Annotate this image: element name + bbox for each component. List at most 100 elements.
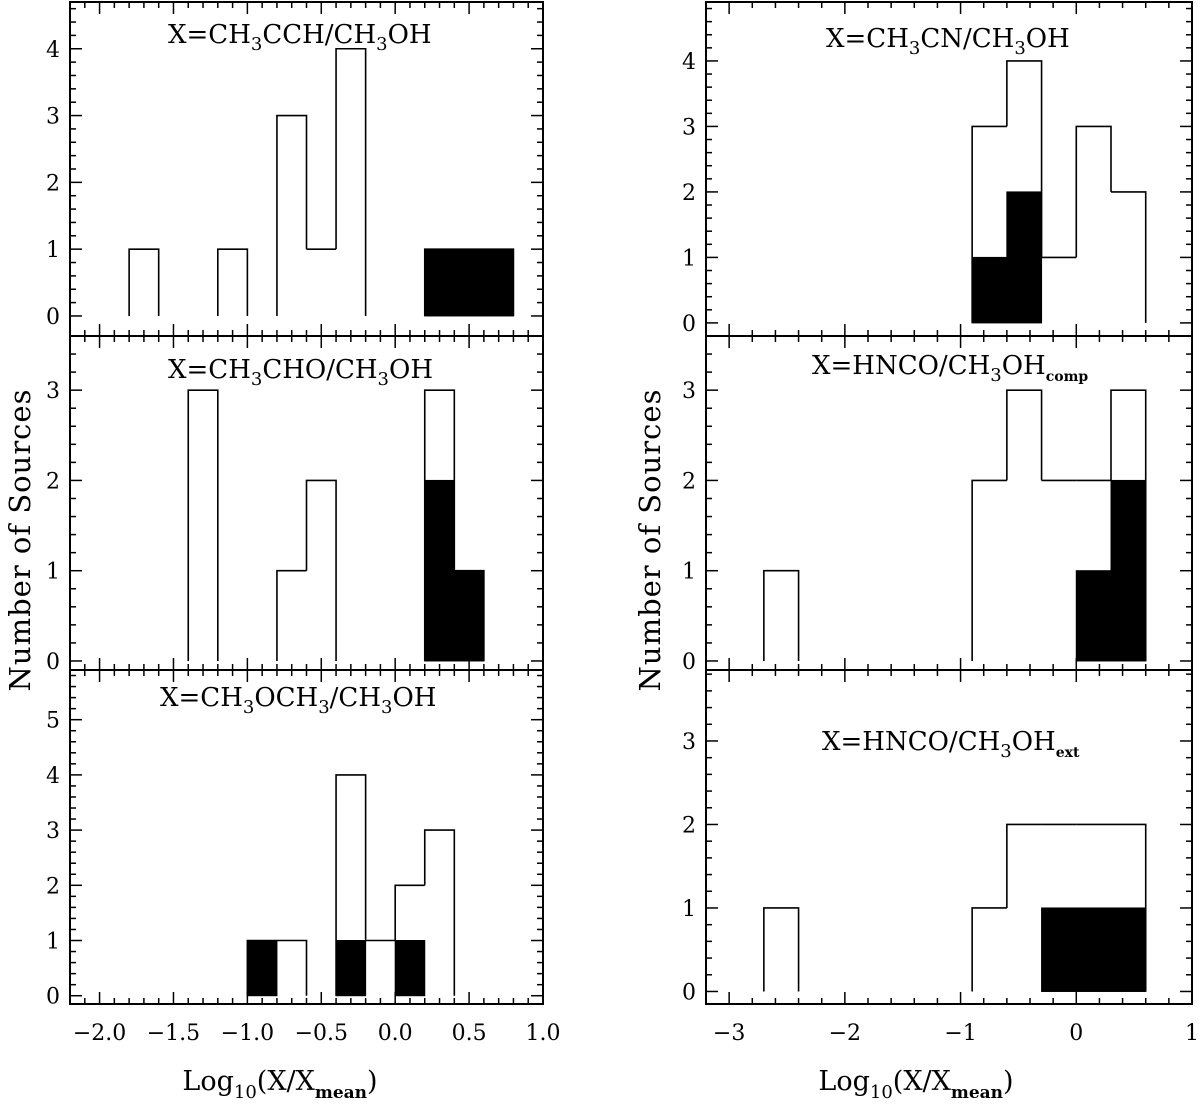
filled-bar <box>246 940 278 997</box>
panel-title: X=CH3CN/CH3OH <box>826 24 1070 59</box>
open-bar <box>246 939 277 996</box>
panel-title: X=CH3CCH/CH3OH <box>168 20 432 55</box>
y-tick-label: 3 <box>682 730 696 755</box>
open-bar <box>276 939 308 996</box>
open-bar <box>483 248 515 316</box>
filled-bar <box>483 248 514 317</box>
filled-bar <box>1075 570 1112 662</box>
x-tick-label: 1 <box>1185 1021 1199 1046</box>
plot-frame <box>705 669 1193 1005</box>
open-bar <box>763 569 800 661</box>
open-bar <box>335 774 367 996</box>
y-tick-label: 1 <box>682 246 696 271</box>
histogram-panel-l3: 0 1 2 3 4 5 −2.0 −1.5 −1.0 −0.5 0.0 0.5 1.0 X=CH3OCH3… <box>46 669 561 1046</box>
filled-bar <box>453 248 485 317</box>
y-tick-label: 2 <box>46 874 60 899</box>
open-bar <box>1110 389 1147 661</box>
y-tick-label: 1 <box>682 897 696 922</box>
right-column: 0 1 2 3 4 X=CH3CN/CH3OH 0 1 2 3 X=HNCO/CH3OHcomp 0 1… <box>682 1 1199 1046</box>
x-tick-label: 0 <box>1069 1021 1083 1046</box>
x-tick-label: 0.5 <box>452 1021 487 1046</box>
histogram-panel-r2: 0 1 2 3 X=HNCO/CH3OHcomp <box>682 335 1193 675</box>
y-tick-label: 2 <box>46 171 60 196</box>
filled-bar <box>1110 907 1147 992</box>
y-axis-label: Number of Sources <box>633 389 667 692</box>
y-tick-label: 4 <box>46 38 60 63</box>
y-tick-label: 1 <box>46 930 60 955</box>
x-tick-label: −3 <box>713 1021 745 1046</box>
filled-bar <box>971 256 1008 324</box>
x-tick-label: −2.0 <box>73 1021 126 1046</box>
y-tick-label: 0 <box>682 980 696 1005</box>
filled-bar <box>1075 907 1112 992</box>
y-tick-label: 2 <box>682 181 696 206</box>
y-tick-label: 3 <box>682 379 696 404</box>
open-bar <box>276 114 308 316</box>
open-bar <box>305 479 337 661</box>
filled-bar <box>1041 907 1077 992</box>
open-bar <box>423 829 456 996</box>
panel-title: X=HNCO/CH3OHcomp <box>812 351 1088 386</box>
x-axis-label: Log10(X/Xmean) <box>818 1066 1013 1103</box>
filled-bar <box>394 940 426 997</box>
histogram-panel-r3: 0 1 2 3 −3 −2 −1 0 1 X=HNCO/CH3OHext <box>682 669 1199 1046</box>
filled-bar <box>424 479 455 662</box>
open-bar <box>454 569 485 661</box>
open-bar <box>1006 389 1043 481</box>
open-bar <box>276 569 307 661</box>
y-tick-label: 3 <box>46 105 60 130</box>
panel-title: X=CH3OCH3/CH3OH <box>160 683 436 718</box>
y-tick-label: 1 <box>682 560 696 585</box>
open-bar <box>128 248 160 316</box>
y-tick-label: 1 <box>46 238 60 263</box>
histogram-panel-r1: 0 1 2 3 4 X=CH3CN/CH3OH <box>682 1 1193 337</box>
filled-bar <box>424 248 455 317</box>
open-bar <box>763 907 800 992</box>
filled-bar <box>1006 191 1043 324</box>
filled-bar <box>1110 479 1147 662</box>
y-tick-label: 5 <box>46 709 60 734</box>
y-axis-label: Number of Sources <box>3 389 37 692</box>
open-bar <box>217 248 249 316</box>
y-tick-label: 4 <box>46 764 60 789</box>
y-tick-label: 2 <box>46 469 60 494</box>
x-tick-label: 0.0 <box>378 1021 413 1046</box>
x-tick-label: −1.5 <box>147 1021 200 1046</box>
open-bar <box>335 47 367 316</box>
y-tick-label: 3 <box>682 115 696 140</box>
x-tick-label: −1.0 <box>221 1021 274 1046</box>
open-bar <box>971 479 1007 661</box>
x-tick-label: −2 <box>829 1021 861 1046</box>
x-tick-label: −1 <box>944 1021 976 1046</box>
open-bar <box>971 907 1007 992</box>
panel-title: X=CH3CHO/CH3OH <box>168 355 433 390</box>
y-tick-label: 3 <box>46 379 60 404</box>
open-bar <box>394 884 425 941</box>
open-bar <box>1006 823 1042 908</box>
open-bar <box>423 248 455 316</box>
left-column: 0 1 2 3 4 X=CH3CCH/CH3OH 0 1 2 3 X=CH3CHO/CH3OH 0 1 2… <box>46 1 561 1046</box>
open-bar <box>187 389 219 661</box>
x-tick-label: 1.0 <box>526 1021 561 1046</box>
y-tick-label: 3 <box>46 819 60 844</box>
y-tick-label: 0 <box>682 312 696 337</box>
y-tick-label: 4 <box>682 50 696 75</box>
open-bar <box>971 125 1007 323</box>
y-tick-label: 2 <box>682 469 696 494</box>
y-tick-label: 0 <box>46 985 60 1010</box>
y-tick-label: 1 <box>46 560 60 585</box>
y-tick-label: 0 <box>46 650 60 675</box>
y-tick-label: 2 <box>682 813 696 838</box>
panel-title: X=HNCO/CH3OHext <box>822 727 1080 762</box>
open-bar <box>1075 125 1112 258</box>
histogram-panel-l2: 0 1 2 3 X=CH3CHO/CH3OH <box>46 335 544 675</box>
open-bar <box>423 389 456 661</box>
open-bar <box>1006 60 1043 258</box>
open-bar <box>1111 191 1147 323</box>
filled-bar <box>335 940 367 997</box>
histogram-panel-l1: 0 1 2 3 4 X=CH3CCH/CH3OH <box>46 1 544 337</box>
filled-bar <box>453 570 485 662</box>
x-axis-label: Log10(X/Xmean) <box>182 1066 377 1103</box>
y-tick-label: 0 <box>46 305 60 330</box>
